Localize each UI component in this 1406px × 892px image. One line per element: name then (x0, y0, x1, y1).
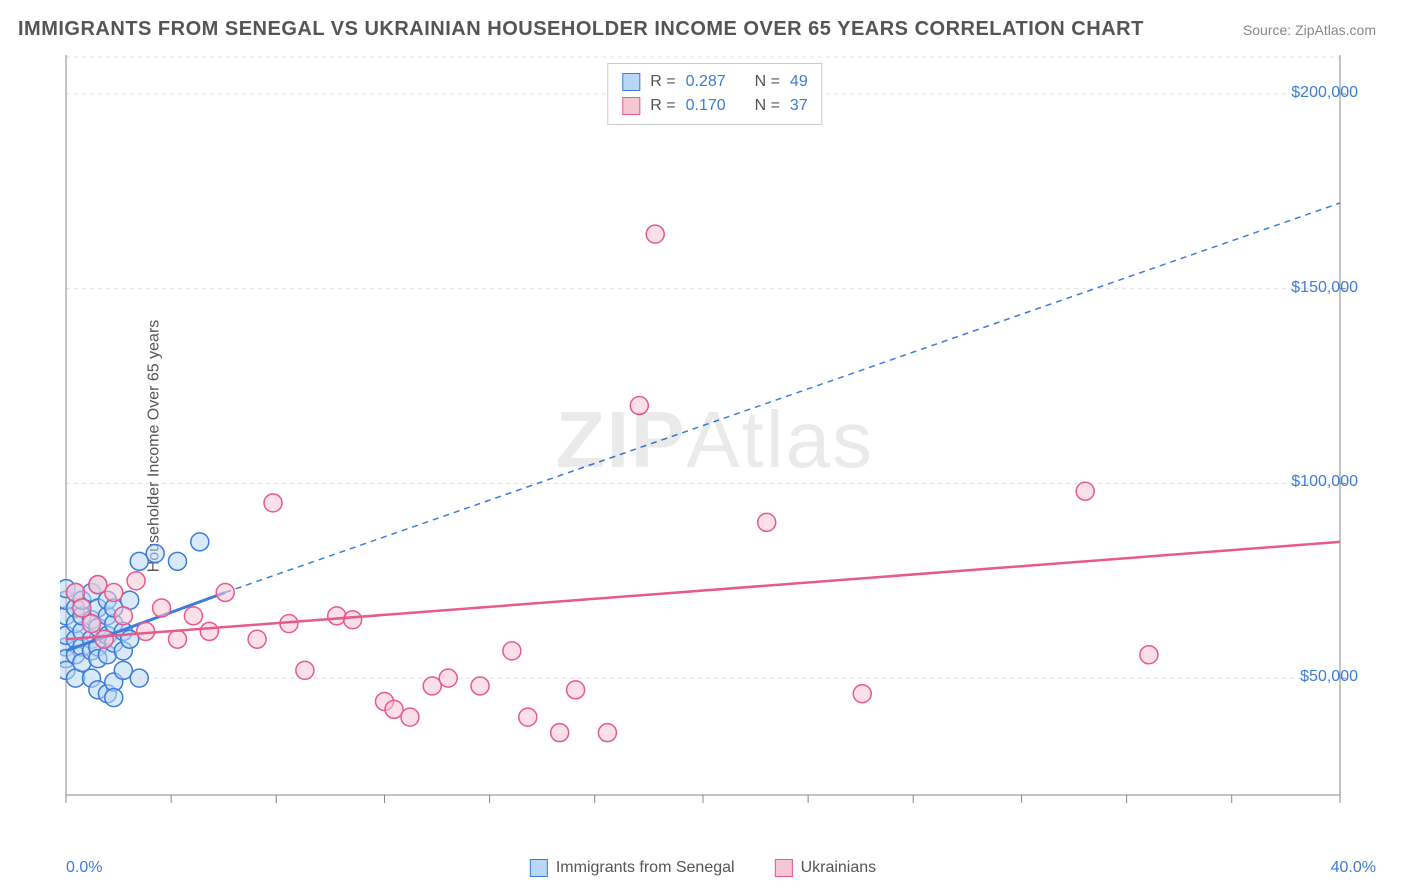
y-tick-label: $200,000 (1291, 84, 1358, 102)
source-attribution: Source: ZipAtlas.com (1243, 22, 1376, 38)
legend-swatch (622, 97, 640, 115)
stats-legend-row: R = 0.170 N = 37 (622, 94, 807, 118)
stat-n-label: N = (755, 70, 780, 94)
stat-n-label: N = (755, 94, 780, 118)
legend-label: Immigrants from Senegal (556, 859, 735, 876)
legend-label: Ukrainians (801, 859, 877, 876)
legend-swatch (775, 859, 793, 877)
y-tick-label: $50,000 (1300, 668, 1358, 686)
stats-legend-row: R = 0.287 N = 49 (622, 70, 807, 94)
stat-r-value: 0.287 (686, 70, 726, 94)
x-axis-min-label: 0.0% (66, 859, 102, 877)
legend-swatch (530, 859, 548, 877)
scatter-plot-svg (60, 55, 1370, 825)
y-tick-label: $100,000 (1291, 473, 1358, 491)
stat-r-value: 0.170 (686, 94, 726, 118)
stat-n-value: 49 (790, 70, 808, 94)
stat-r-label: R = (650, 94, 675, 118)
legend-item: Immigrants from Senegal (530, 859, 735, 877)
stat-n-value: 37 (790, 94, 808, 118)
x-axis-max-label: 40.0% (1331, 859, 1376, 877)
chart-area: R = 0.287 N = 49 R = 0.170 N = 37 ZIPAtl… (60, 55, 1370, 825)
legend-item: Ukrainians (775, 859, 877, 877)
stats-legend-box: R = 0.287 N = 49 R = 0.170 N = 37 (607, 63, 822, 125)
chart-title: IMMIGRANTS FROM SENEGAL VS UKRAINIAN HOU… (18, 18, 1144, 41)
y-tick-label: $150,000 (1291, 279, 1358, 297)
legend-swatch (622, 73, 640, 91)
legend-bottom: Immigrants from Senegal Ukrainians (530, 859, 876, 877)
stat-r-label: R = (650, 70, 675, 94)
